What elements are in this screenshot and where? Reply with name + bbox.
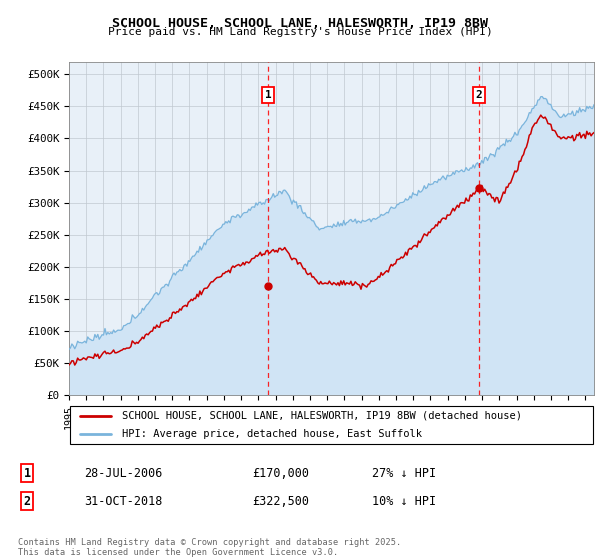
- Text: £170,000: £170,000: [252, 466, 309, 480]
- Text: £322,500: £322,500: [252, 494, 309, 508]
- FancyBboxPatch shape: [70, 407, 593, 444]
- Text: 2: 2: [23, 494, 31, 508]
- Text: 10% ↓ HPI: 10% ↓ HPI: [372, 494, 436, 508]
- Text: HPI: Average price, detached house, East Suffolk: HPI: Average price, detached house, East…: [121, 430, 421, 439]
- Text: 1: 1: [265, 90, 272, 100]
- Text: SCHOOL HOUSE, SCHOOL LANE, HALESWORTH, IP19 8BW: SCHOOL HOUSE, SCHOOL LANE, HALESWORTH, I…: [112, 17, 488, 30]
- Text: 27% ↓ HPI: 27% ↓ HPI: [372, 466, 436, 480]
- Text: Contains HM Land Registry data © Crown copyright and database right 2025.
This d: Contains HM Land Registry data © Crown c…: [18, 538, 401, 557]
- Text: 31-OCT-2018: 31-OCT-2018: [84, 494, 163, 508]
- Text: SCHOOL HOUSE, SCHOOL LANE, HALESWORTH, IP19 8BW (detached house): SCHOOL HOUSE, SCHOOL LANE, HALESWORTH, I…: [121, 411, 521, 421]
- Text: 28-JUL-2006: 28-JUL-2006: [84, 466, 163, 480]
- Text: 1: 1: [23, 466, 31, 480]
- Text: Price paid vs. HM Land Registry's House Price Index (HPI): Price paid vs. HM Land Registry's House …: [107, 27, 493, 37]
- Text: 2: 2: [476, 90, 482, 100]
